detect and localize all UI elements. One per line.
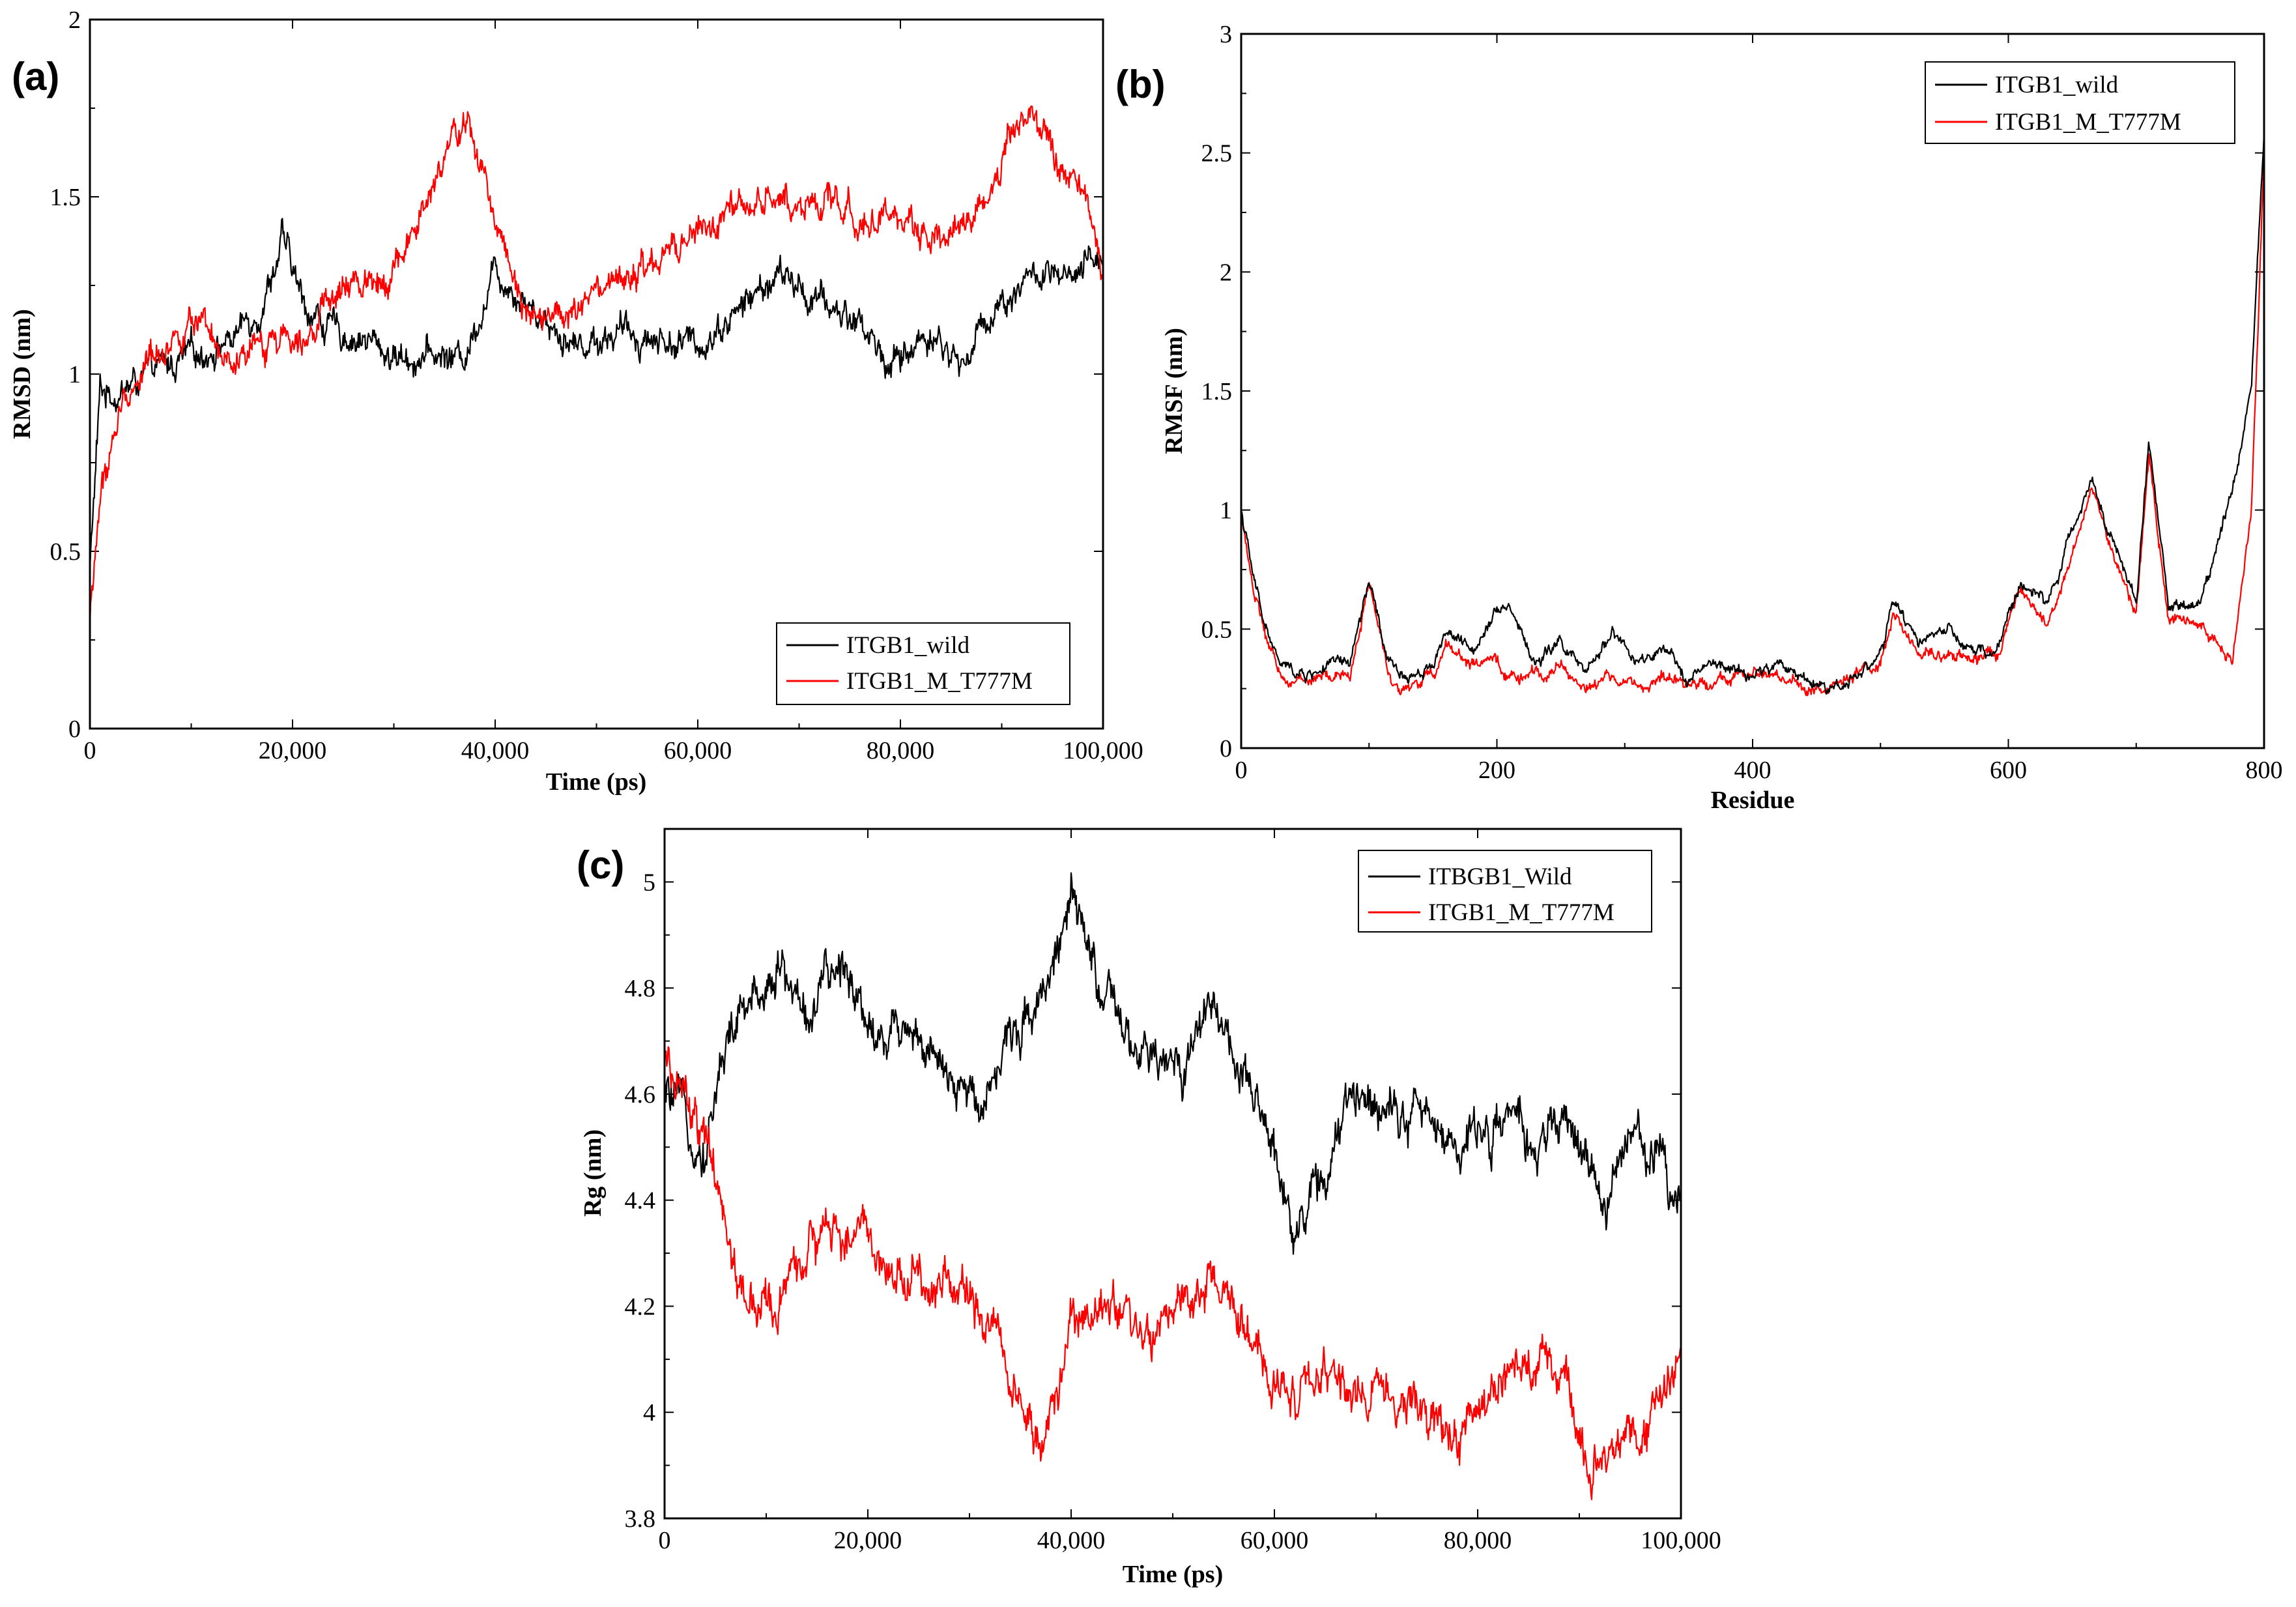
panel-a-y-tick-label: 1 (68, 361, 81, 388)
panel-b-y-tick-label: 0 (1220, 735, 1232, 762)
panel-b-x-tick-label: 600 (1990, 757, 2027, 784)
panel-a-x-tick-label: 0 (84, 737, 96, 764)
panel-c-series (663, 872, 1682, 1501)
panel-c-y-tick-label: 4.8 (625, 975, 656, 1002)
panel-a-series-line-mutant (89, 105, 1104, 626)
panel-c-series-line-wild (663, 872, 1681, 1255)
panel-c-x-axis-label: Time (ps) (1123, 1561, 1223, 1588)
panel-c-y-tick-label: 4 (643, 1399, 655, 1426)
panel-b-legend-box (1925, 61, 2235, 144)
panel-b-x-tick-label: 0 (1235, 757, 1248, 784)
panel-c-legend: ITBGB1_Wild ITGB1_M_T777M (1358, 850, 1652, 933)
panel-b-series-line-mutant (1240, 151, 2265, 697)
panel-c-legend-label-mutant: ITGB1_M_T777M (1428, 899, 1614, 926)
panel-c: (c) 0 20,000 40,000 60,000 80,000 100,000 3.8 4… (577, 828, 1721, 1588)
panel-c-x-tick-label: 80,000 (1444, 1527, 1512, 1554)
panel-a-plot-frame (89, 18, 1104, 730)
panel-b-x-axis-label: Residue (1711, 787, 1795, 814)
panel-c-x-tick-label: 100,000 (1641, 1527, 1721, 1554)
panel-a-x-tick-label: 40,000 (461, 737, 530, 764)
panel-b-series (1240, 132, 2265, 697)
panel-a-series (89, 105, 1104, 626)
panel-a-y-axis-label: RMSD (nm) (8, 309, 36, 439)
panel-c-y-tick-label: 4.6 (625, 1081, 656, 1108)
panel-b-series-line-wild (1241, 132, 2265, 695)
panel-b-y-tick-label: 3 (1220, 21, 1232, 48)
panel-c-series-line-mutant (663, 1046, 1682, 1501)
panel-c-ticks: 0 20,000 40,000 60,000 80,000 100,000 3.8 4 4.2 4… (625, 829, 1721, 1554)
panel-a-y-tick-label: 2 (68, 7, 81, 34)
panel-a-y-tick-label: 1.5 (50, 184, 81, 211)
panel-a-legend-box (776, 622, 1070, 705)
panel-a-y-tick-label: 0.5 (50, 538, 81, 566)
panel-b-y-tick-label: 2.5 (1201, 140, 1233, 167)
panel-c-plot-frame (663, 828, 1682, 1520)
panel-b-y-tick-label: 1 (1220, 497, 1232, 525)
panel-b-y-tick-label: 1.5 (1201, 378, 1233, 405)
panel-label-a: (a) (12, 55, 59, 98)
panel-b-y-axis-label: RMSF (nm) (1160, 328, 1188, 454)
panel-a-x-tick-label: 20,000 (259, 737, 327, 764)
panel-b-legend-label-wild: ITGB1_wild (1995, 72, 2119, 98)
panel-c-y-axis-label: Rg (nm) (579, 1129, 607, 1217)
panel-a-x-tick-label: 80,000 (867, 737, 935, 764)
panel-b-legend-label-mutant: ITGB1_M_T777M (1995, 109, 2181, 136)
panel-b-y-tick-label: 2 (1220, 259, 1232, 286)
panel-b-x-tick-label: 800 (2246, 757, 2283, 784)
panel-a: (a) 0 20,000 40,000 60,000 80,000 100,000 0 0.5… (8, 7, 1143, 796)
panel-c-x-tick-label: 40,000 (1037, 1527, 1106, 1554)
panel-b-ticks: 0 200 400 600 800 0 0.5 1 1.5 2 2.5 3 (1201, 21, 2283, 784)
panel-label-c: (c) (577, 843, 624, 887)
panel-c-x-tick-label: 0 (659, 1527, 671, 1554)
panel-a-y-tick-label: 0 (68, 716, 81, 743)
panel-c-y-tick-label: 5 (643, 869, 655, 896)
panel-a-legend: ITGB1_wild ITGB1_M_T777M (776, 622, 1070, 705)
panel-c-x-tick-label: 20,000 (834, 1527, 902, 1554)
panel-c-y-tick-label: 4.2 (625, 1293, 656, 1320)
panel-b: (b) 0 200 400 600 800 0 0.5 1 1.5 2 2.5 3 Residue R… (1115, 21, 2283, 814)
panel-b-legend: ITGB1_wild ITGB1_M_T777M (1925, 61, 2235, 144)
panel-c-legend-box (1358, 850, 1652, 933)
panel-c-y-tick-label: 4.4 (625, 1187, 656, 1215)
panel-b-x-tick-label: 200 (1478, 757, 1515, 784)
panel-label-b: (b) (1115, 63, 1166, 106)
panel-a-x-axis-label: Time (ps) (546, 768, 646, 796)
panel-a-series-line-wild (89, 218, 1104, 570)
panel-a-x-tick-label: 60,000 (664, 737, 732, 764)
panel-b-y-tick-label: 0.5 (1201, 616, 1233, 643)
panel-b-x-tick-label: 400 (1734, 757, 1772, 784)
panel-a-ticks: 0 20,000 40,000 60,000 80,000 100,000 0 0.5 1 1.5… (50, 7, 1143, 764)
panel-c-y-tick-label: 3.8 (625, 1505, 656, 1533)
panel-a-legend-label-mutant: ITGB1_M_T777M (846, 668, 1033, 695)
panel-a-x-tick-label: 100,000 (1063, 737, 1143, 764)
panel-b-plot-frame (1240, 33, 2265, 749)
panel-c-x-tick-label: 60,000 (1241, 1527, 1309, 1554)
panel-c-legend-label-wild: ITBGB1_Wild (1428, 863, 1572, 890)
panel-a-legend-label-wild: ITGB1_wild (846, 632, 970, 659)
